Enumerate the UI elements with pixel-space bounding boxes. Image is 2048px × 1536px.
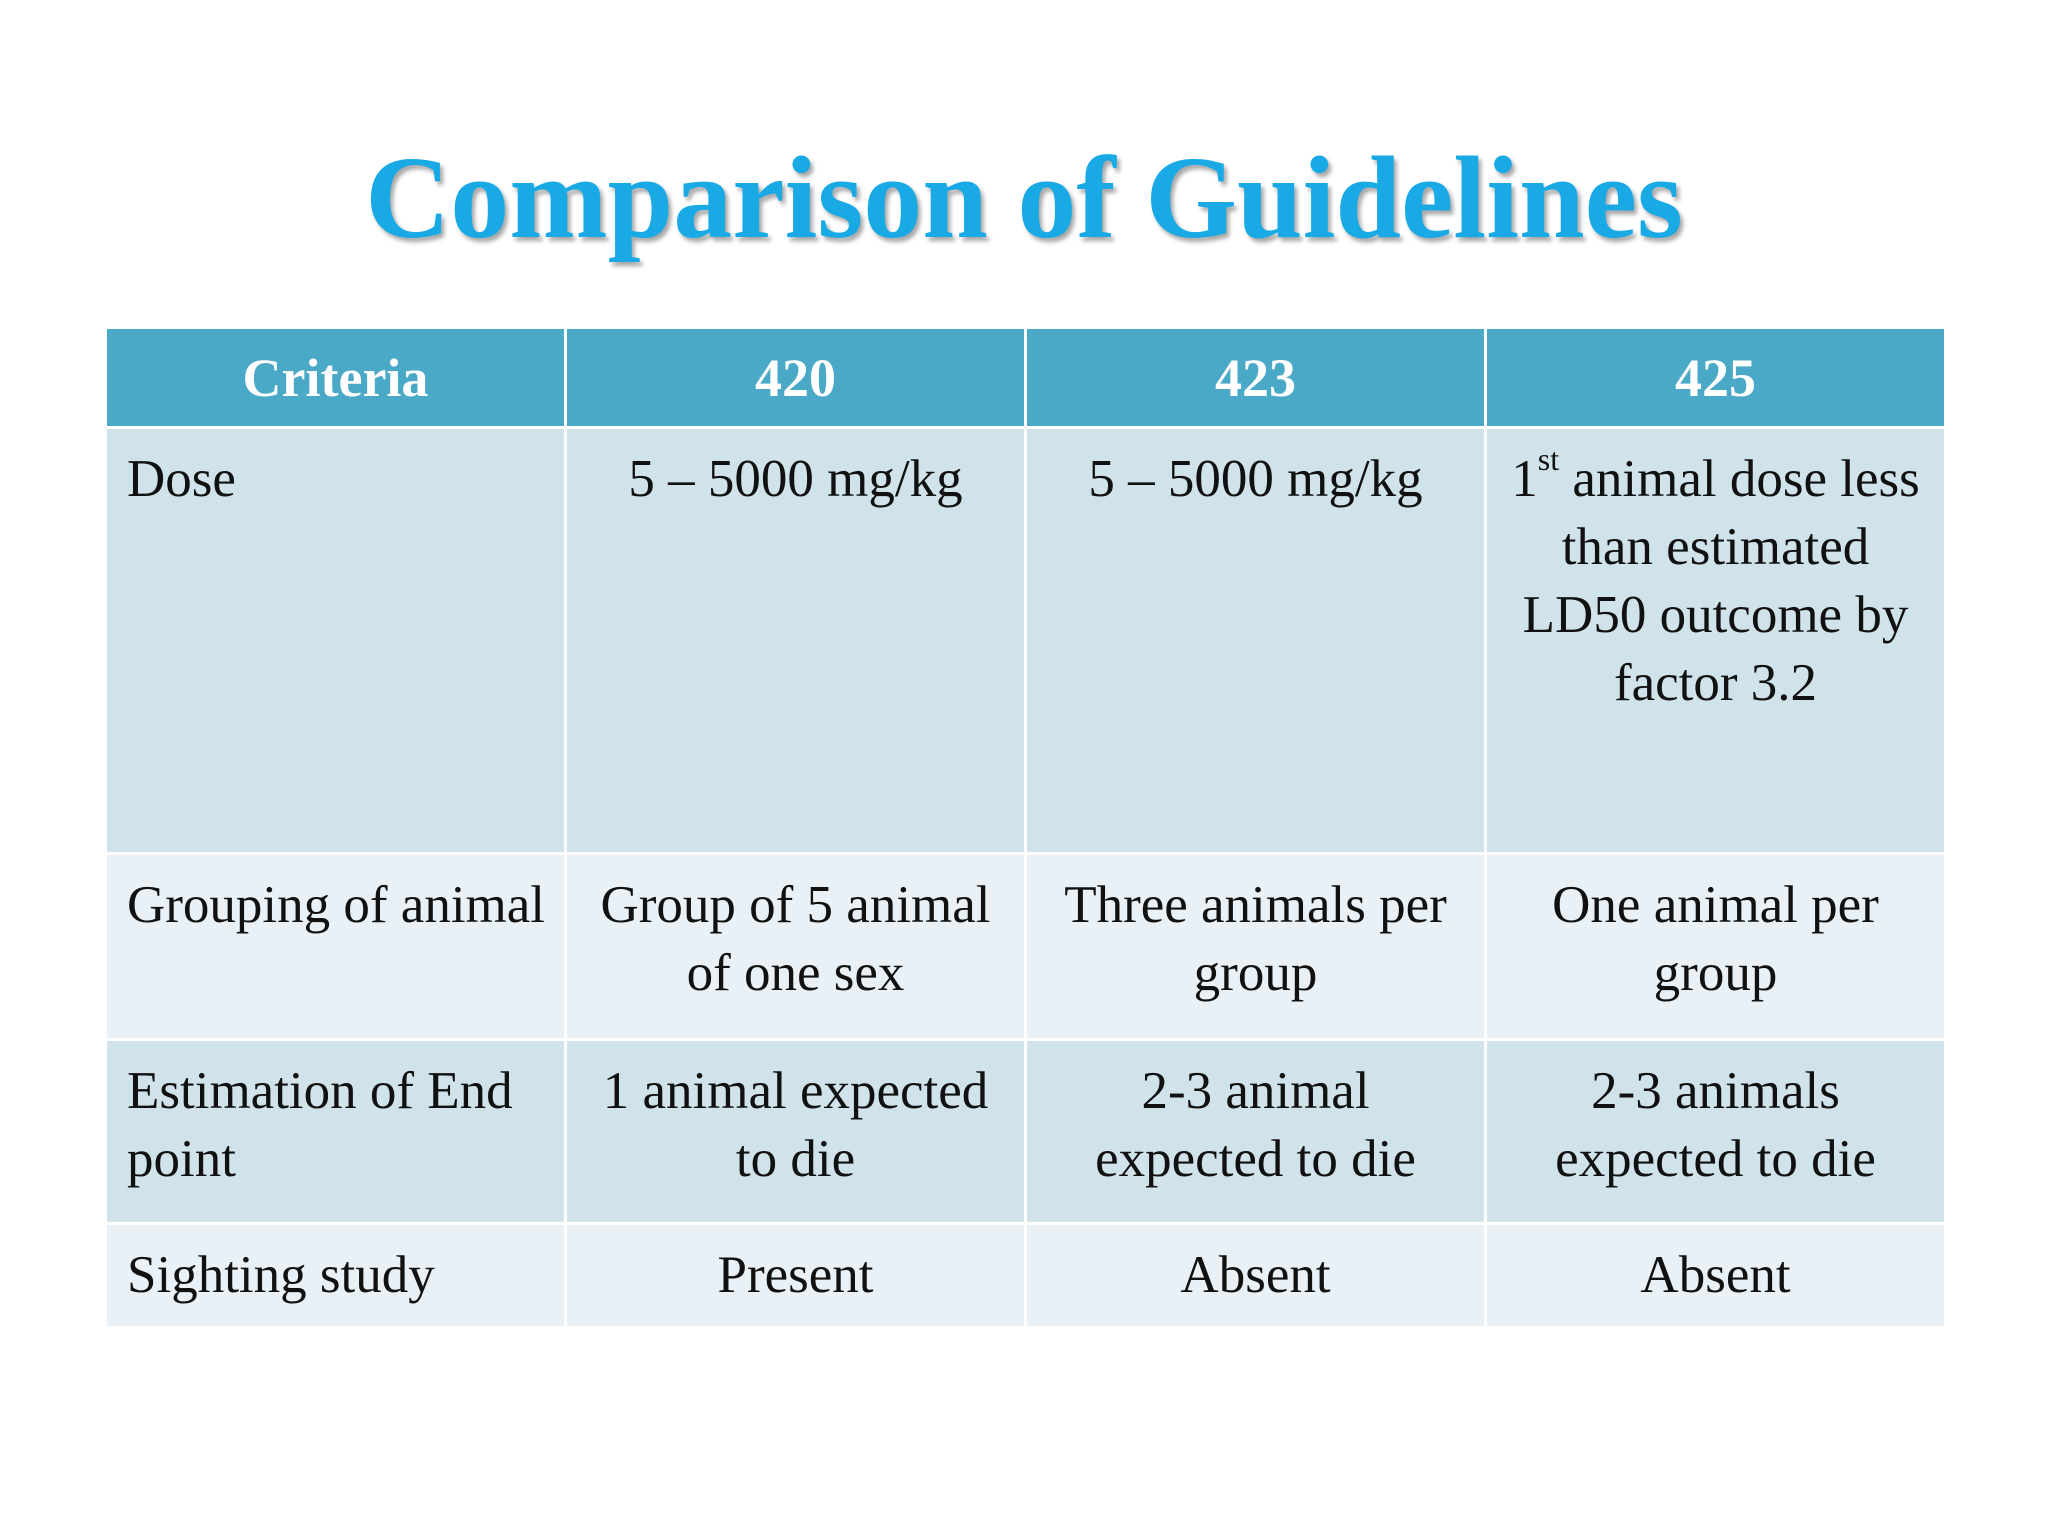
row-criteria-grouping: Grouping of animal: [104, 852, 567, 1041]
slide-title: Comparison of Guidelines: [365, 132, 1683, 263]
row-criteria-dose: Dose: [104, 426, 567, 855]
cell-420-sighting: Present: [564, 1222, 1027, 1329]
cell-420-endpoint: 1 animal expected to die: [564, 1038, 1027, 1225]
table-row: Sighting study Present Absent Absent: [104, 1222, 1947, 1329]
table-header-row: Criteria 420 423 425: [104, 326, 1947, 429]
header-425: 425: [1484, 326, 1947, 429]
header-420: 420: [564, 326, 1027, 429]
comparison-table: Criteria 420 423 425 Dose 5 – 5000 mg/kg…: [104, 326, 1947, 1329]
cell-423-dose: 5 – 5000 mg/kg: [1024, 426, 1487, 855]
cell-423-sighting: Absent: [1024, 1222, 1487, 1329]
cell-420-dose: 5 – 5000 mg/kg: [564, 426, 1027, 855]
cell-425-grouping: One animal per group: [1484, 852, 1947, 1041]
cell-423-endpoint: 2-3 animal expected to die: [1024, 1038, 1487, 1225]
table-row: Grouping of animal Group of 5 animal of …: [104, 852, 1947, 1041]
cell-425-dose: 1st animal dose less than estimated LD50…: [1484, 426, 1947, 855]
cell-423-grouping: Three animals per group: [1024, 852, 1487, 1041]
dose-description: animal dose less than estimated LD50 out…: [1522, 450, 1920, 712]
ordinal-number: 1: [1511, 450, 1538, 508]
cell-420-grouping: Group of 5 animal of one sex: [564, 852, 1027, 1041]
table-row: Estimation of End point 1 animal expecte…: [104, 1038, 1947, 1225]
ordinal-suffix: st: [1537, 441, 1560, 477]
row-criteria-sighting: Sighting study: [104, 1222, 567, 1329]
cell-425-sighting: Absent: [1484, 1222, 1947, 1329]
header-criteria: Criteria: [104, 326, 567, 429]
cell-425-endpoint: 2-3 animals expected to die: [1484, 1038, 1947, 1225]
row-criteria-endpoint: Estimation of End point: [104, 1038, 567, 1225]
table-row: Dose 5 – 5000 mg/kg 5 – 5000 mg/kg 1st a…: [104, 426, 1947, 855]
header-423: 423: [1024, 326, 1487, 429]
